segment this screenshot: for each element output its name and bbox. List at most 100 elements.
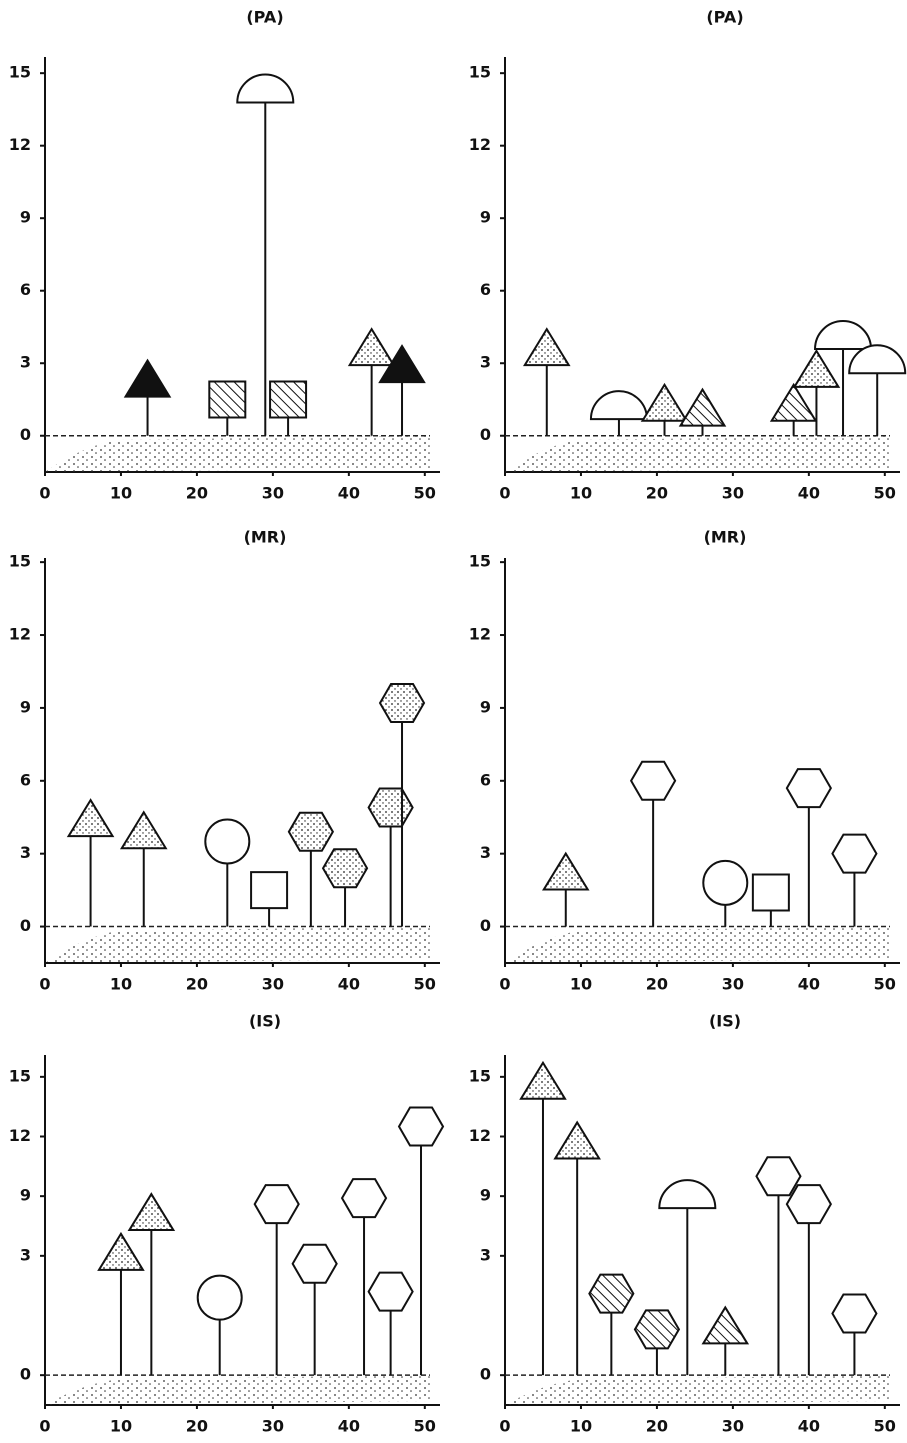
y-tick-label: 0	[20, 425, 31, 444]
plant	[756, 1157, 800, 1375]
plant-crown	[787, 769, 831, 807]
plant-crown	[350, 329, 394, 365]
plant	[703, 861, 747, 927]
plant-crown	[703, 1307, 747, 1343]
plant	[369, 1273, 413, 1376]
plant-crown	[323, 849, 367, 887]
y-tick-label: 6	[480, 280, 491, 299]
x-tick-label: 40	[338, 484, 360, 503]
y-tick-label: 0	[20, 916, 31, 935]
plant-crown	[369, 1273, 413, 1311]
plant-crown	[129, 1194, 173, 1230]
y-tick-label: 9	[20, 1186, 31, 1205]
x-tick-label: 20	[646, 1417, 668, 1436]
plant	[681, 390, 725, 436]
plant	[849, 345, 905, 436]
y-tick-label: 3	[480, 353, 491, 372]
y-tick-label: 9	[480, 1186, 491, 1205]
x-tick-label: 0	[499, 484, 510, 503]
plant-crown	[772, 385, 816, 421]
plant	[69, 800, 113, 926]
plant-crown	[270, 381, 306, 417]
x-tick-label: 50	[414, 1417, 436, 1436]
panel-title: (PA)	[706, 8, 743, 27]
plant-crown	[380, 684, 424, 722]
plant	[544, 854, 588, 927]
x-tick-label: 40	[798, 1417, 820, 1436]
x-tick-label: 40	[798, 484, 820, 503]
plant-crown	[399, 1108, 443, 1146]
x-tick-label: 0	[39, 975, 50, 994]
plant-crown	[756, 1157, 800, 1195]
x-tick-label: 30	[262, 484, 284, 503]
plant-crown	[681, 390, 725, 426]
y-tick-label: 0	[480, 916, 491, 935]
plant	[832, 835, 876, 927]
plant-crown	[255, 1185, 299, 1223]
plant-crown	[209, 381, 245, 417]
y-tick-label: 6	[20, 770, 31, 789]
y-tick-label: 15	[469, 552, 491, 571]
y-tick-label: 15	[469, 1066, 491, 1085]
figure: (PA)0369121501020304050(PA)0369121501020…	[0, 0, 907, 1443]
plant-crown	[555, 1122, 599, 1158]
plant	[794, 351, 838, 436]
plant-crown	[251, 872, 287, 908]
plant-crown	[635, 1310, 679, 1348]
plant-crown	[787, 1185, 831, 1223]
plant-crown	[521, 1063, 565, 1099]
y-tick-label: 15	[9, 552, 31, 571]
plant	[555, 1122, 599, 1375]
x-tick-label: 20	[646, 975, 668, 994]
plant-crown	[126, 361, 170, 397]
x-tick-label: 50	[414, 484, 436, 503]
plant-crown	[342, 1179, 386, 1217]
plant-crown	[832, 835, 876, 873]
x-tick-label: 10	[110, 975, 132, 994]
y-tick-label: 3	[480, 1245, 491, 1264]
y-tick-label: 12	[9, 1126, 31, 1145]
y-tick-label: 9	[480, 697, 491, 716]
y-tick-label: 15	[9, 63, 31, 82]
x-tick-label: 0	[499, 975, 510, 994]
plant	[635, 1310, 679, 1375]
plant	[787, 1185, 831, 1375]
plant	[589, 1275, 633, 1376]
x-tick-label: 50	[414, 975, 436, 994]
plant-crown	[544, 854, 588, 890]
x-tick-label: 30	[722, 1417, 744, 1436]
plant	[122, 812, 166, 926]
plant	[293, 1245, 337, 1375]
x-tick-label: 10	[570, 1417, 592, 1436]
plant-crown	[643, 385, 687, 421]
plant	[198, 1276, 242, 1376]
ground	[45, 436, 430, 472]
x-tick-label: 0	[499, 1417, 510, 1436]
x-tick-label: 30	[262, 975, 284, 994]
panel-title: (IS)	[709, 1012, 741, 1031]
plant-crown	[631, 762, 675, 800]
plant-crown	[369, 789, 413, 827]
x-tick-label: 0	[39, 1417, 50, 1436]
x-tick-label: 40	[338, 975, 360, 994]
x-tick-label: 30	[722, 484, 744, 503]
x-tick-label: 10	[110, 1417, 132, 1436]
panel-title: (IS)	[249, 1012, 281, 1031]
x-tick-label: 30	[722, 975, 744, 994]
ground	[505, 927, 890, 963]
plant-crown	[703, 861, 747, 905]
x-tick-label: 30	[262, 1417, 284, 1436]
plant-crown	[794, 351, 838, 387]
y-tick-label: 15	[469, 63, 491, 82]
y-tick-label: 9	[20, 208, 31, 227]
plant-crown	[237, 75, 293, 103]
x-tick-label: 10	[570, 484, 592, 503]
ground	[45, 927, 430, 963]
plant	[129, 1194, 173, 1375]
plant	[787, 769, 831, 926]
plant-crown	[753, 875, 789, 911]
plant-crown	[525, 329, 569, 365]
ground	[505, 1375, 890, 1405]
plant-crown	[589, 1275, 633, 1313]
plant	[643, 385, 687, 436]
